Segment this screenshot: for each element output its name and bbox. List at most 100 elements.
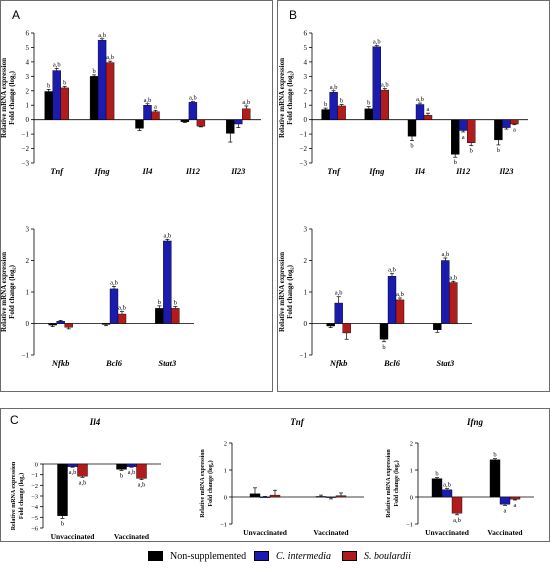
bar-ifng-series-1 — [364, 108, 373, 120]
chart-title: Tnf — [290, 417, 305, 427]
bar-il4-series-3 — [423, 115, 433, 120]
significance-label: b — [174, 299, 177, 306]
y-tick-label: 1 — [304, 102, 308, 110]
bar-stat3-series-3 — [171, 308, 180, 324]
significance-label: a,b — [381, 82, 389, 89]
bar-vaccinated-series-1 — [489, 459, 501, 498]
chart-b-bottom: −1 0 1 2 3 Relative mRNA expression Fold chang… — [278, 226, 472, 368]
bar-bcl6-series-2 — [109, 288, 119, 324]
bar-ifng-series-2 — [372, 46, 381, 120]
y-tick-label: −5 — [31, 515, 38, 522]
y-axis-label: Relative mRNA expression — [0, 252, 8, 332]
y-tick-label: 3 — [26, 226, 30, 234]
bar-stat3-series-1 — [155, 308, 164, 324]
y-axis-label: Fold change (log₂) — [18, 473, 25, 519]
bar-unvaccinated-series-1 — [57, 463, 68, 516]
x-tick-label: Ifng — [94, 166, 111, 176]
bar-ifng-series-3 — [380, 89, 389, 120]
bar-ifng-series-2 — [97, 40, 107, 120]
bar-il4-series-1 — [407, 119, 417, 137]
bar-vaccinated-series-2 — [126, 463, 137, 467]
bar-bcl6-series-3 — [117, 313, 127, 324]
x-tick-label: Nfkb — [329, 358, 347, 368]
panel-letter-c: C — [10, 413, 19, 427]
bar-il12-series-1 — [180, 119, 190, 123]
y-tick-label: −1 — [406, 522, 413, 529]
significance-label: b — [435, 471, 438, 478]
y-tick-label: 1 — [410, 468, 413, 475]
x-tick-label: Nfkb — [51, 358, 69, 368]
bar-bcl6-series-2 — [387, 276, 397, 324]
bar-unvaccinated-series-3 — [269, 494, 281, 498]
significance-label: a,b — [69, 469, 77, 476]
x-tick-label: Unvaccinated — [243, 528, 288, 537]
y-axis-label: Relative mRNA expression — [278, 252, 286, 332]
significance-label: b — [470, 148, 473, 155]
x-tick-label: Vaccinated — [313, 528, 349, 537]
panel-letter-a: A — [12, 8, 21, 22]
x-tick-label: Tnf — [327, 166, 341, 176]
legend: Non-supplemented C. intermedia S. boular… — [0, 548, 550, 566]
bar-stat3-series-2 — [163, 240, 172, 324]
y-tick-label: 1 — [224, 468, 227, 475]
y-tick-label: −6 — [31, 526, 39, 533]
panel-a-box — [0, 0, 273, 392]
y-tick-label: 2 — [26, 257, 30, 265]
significance-label: b — [158, 299, 161, 306]
y-tick-label: −3 — [300, 160, 308, 168]
significance-label: a,b — [98, 32, 106, 39]
significance-label: a — [427, 106, 430, 113]
significance-label: b — [454, 159, 457, 166]
legend-swatch-non-supplemented — [148, 551, 163, 561]
significance-label: a,b — [163, 232, 171, 239]
x-tick-label: Il12 — [185, 166, 201, 176]
x-tick-label: Stat3 — [158, 358, 177, 368]
y-tick-label: 6 — [304, 30, 308, 38]
significance-label: a — [504, 507, 507, 514]
significance-label: a,b — [53, 61, 61, 68]
chart-c-ifng: Ifng −1 0 1 2 Relative mRNA expression Fold ch… — [386, 417, 534, 537]
bar-vaccinated-series-1 — [116, 463, 127, 470]
y-tick-label: 1 — [304, 289, 308, 297]
y-axis-label: Relative mRNA expression — [200, 449, 206, 518]
y-tick-label: 0 — [224, 495, 227, 502]
significance-label: a,b — [242, 99, 250, 106]
y-tick-label: −2 — [300, 145, 308, 153]
y-tick-label: −1 — [31, 472, 38, 479]
bar-vaccinated-series-3 — [136, 463, 147, 479]
bar-nfkb-series-3 — [342, 323, 351, 334]
bar-il4-series-3 — [151, 111, 160, 120]
bar-unvaccinated-series-2 — [67, 463, 78, 467]
significance-label: a,b — [443, 482, 451, 489]
significance-label: a — [462, 134, 465, 141]
significance-label: b — [340, 98, 343, 105]
y-tick-label: 0 — [26, 320, 30, 328]
x-tick-label: Il12 — [455, 166, 471, 176]
significance-label: a — [513, 127, 516, 134]
y-axis-label: Fold change (log₂) — [393, 460, 400, 506]
y-tick-label: 2 — [304, 87, 308, 95]
bar-bcl6-series-1 — [379, 323, 389, 340]
bar-il23-series-1 — [226, 119, 235, 134]
bar-stat3-series-1 — [433, 323, 442, 331]
y-tick-label: 3 — [304, 73, 308, 81]
panel-c-box — [0, 408, 550, 542]
significance-label: a,b — [449, 274, 457, 281]
y-tick-label: −1 — [22, 131, 30, 139]
bar-il12-series-3 — [196, 119, 206, 127]
bar-unvaccinated-series-1 — [249, 493, 261, 498]
bar-il4-series-2 — [415, 104, 425, 120]
chart-c-tnf: Tnf −1 0 1 2 Relative mRNA expression Fold cha… — [200, 417, 364, 537]
bar-vaccinated-series-2 — [499, 496, 511, 505]
significance-label: b — [324, 101, 327, 108]
bar-vaccinated-series-3 — [509, 496, 521, 500]
y-axis-label: Fold change (log₂) — [286, 70, 294, 124]
significance-label: a,b — [79, 479, 87, 486]
y-axis-label: Relative mRNA expression — [0, 58, 8, 138]
significance-label: b — [47, 82, 50, 89]
y-tick-label: −1 — [22, 352, 30, 360]
legend-swatch-c-intermedia — [254, 551, 269, 561]
bar-nfkb-series-3 — [64, 323, 73, 328]
significance-label: b — [497, 147, 500, 154]
x-tick-label: Unvaccinated — [425, 528, 470, 537]
